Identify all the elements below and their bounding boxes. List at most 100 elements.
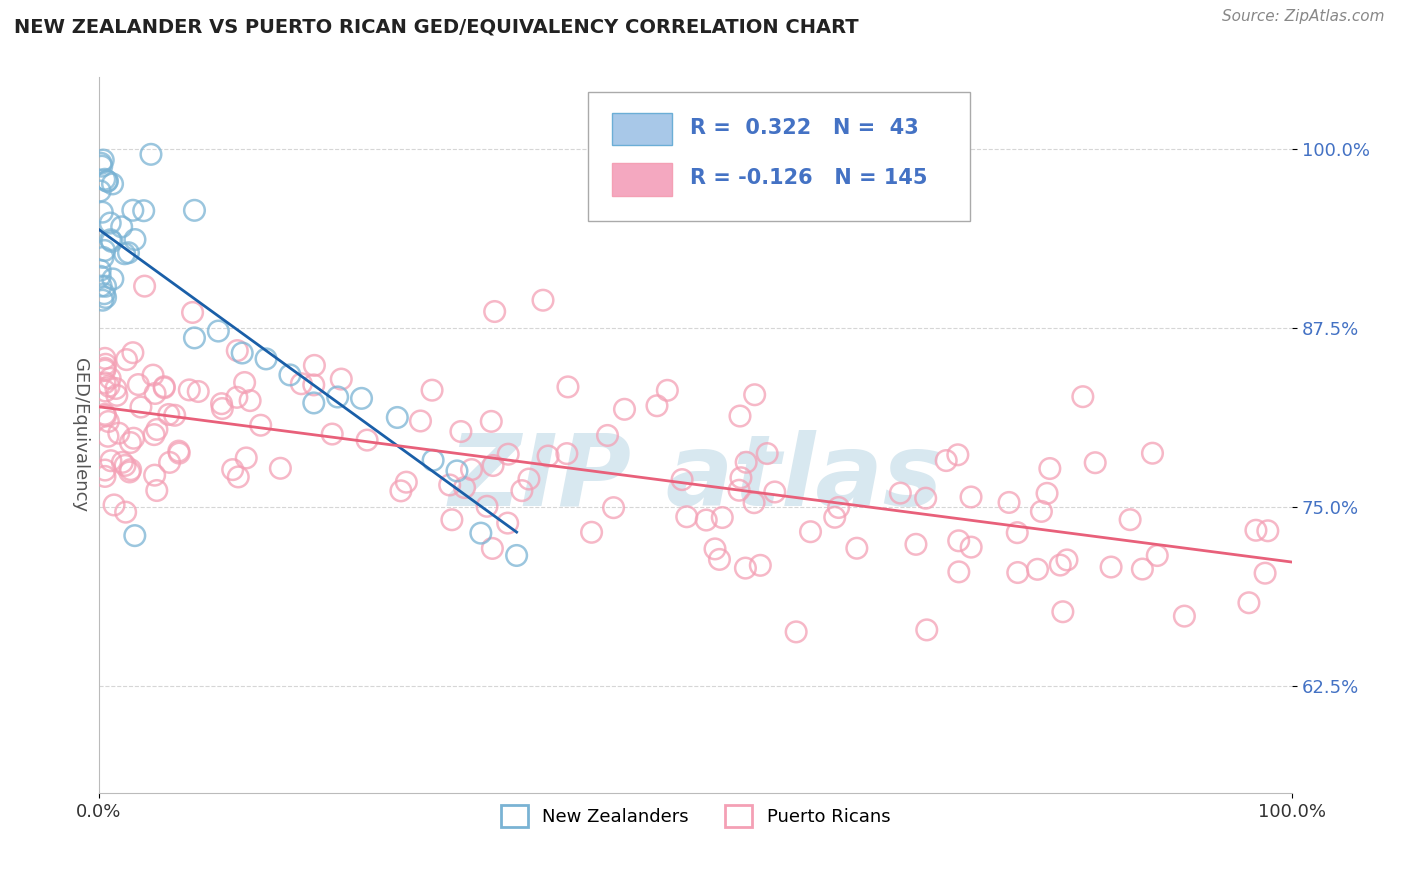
Point	[350, 392, 373, 406]
Point	[505, 549, 527, 563]
Point	[153, 380, 176, 394]
Point	[440, 513, 463, 527]
Point	[249, 418, 271, 433]
Point	[93, 286, 115, 301]
Point	[142, 368, 165, 383]
Point	[115, 352, 138, 367]
Point	[225, 390, 247, 404]
Point	[90, 156, 112, 170]
Point	[134, 279, 156, 293]
Point	[124, 233, 146, 247]
Point	[163, 409, 186, 423]
Point	[118, 465, 141, 479]
Point	[183, 203, 205, 218]
Point	[744, 388, 766, 402]
FancyBboxPatch shape	[612, 112, 672, 145]
Point	[114, 246, 136, 260]
Point	[94, 384, 117, 398]
Point	[179, 383, 201, 397]
Point	[555, 447, 578, 461]
Point	[143, 427, 166, 442]
Point	[510, 483, 533, 498]
Point	[239, 393, 262, 408]
Point	[915, 623, 938, 637]
Point	[124, 528, 146, 542]
Point	[94, 361, 117, 376]
Point	[1132, 562, 1154, 576]
Point	[645, 399, 668, 413]
Point	[482, 458, 505, 473]
Point	[157, 408, 180, 422]
Point	[1237, 596, 1260, 610]
Point	[111, 455, 134, 469]
Point	[254, 351, 277, 366]
Point	[326, 390, 349, 404]
Text: R = -0.126   N = 145: R = -0.126 N = 145	[689, 168, 927, 187]
Point	[904, 537, 927, 551]
Point	[450, 425, 472, 439]
Point	[1142, 446, 1164, 460]
Point	[889, 486, 911, 500]
FancyBboxPatch shape	[588, 92, 970, 220]
Point	[395, 475, 418, 490]
Point	[91, 251, 114, 265]
Point	[187, 384, 209, 399]
Point	[91, 205, 114, 219]
Point	[146, 483, 169, 498]
Point	[479, 414, 502, 428]
Point	[1099, 560, 1122, 574]
Point	[304, 359, 326, 373]
Point	[207, 324, 229, 338]
Point	[98, 216, 121, 230]
Point	[1119, 513, 1142, 527]
Point	[233, 376, 256, 390]
Point	[100, 235, 122, 249]
Point	[845, 541, 868, 556]
Point	[146, 422, 169, 436]
Point	[557, 380, 579, 394]
Point	[730, 471, 752, 485]
Point	[132, 203, 155, 218]
Point	[1007, 525, 1029, 540]
Point	[302, 377, 325, 392]
Point	[221, 462, 243, 476]
Point	[785, 624, 807, 639]
Point	[960, 540, 983, 554]
Point	[120, 435, 142, 450]
Point	[763, 485, 786, 500]
Point	[278, 368, 301, 382]
Point	[948, 565, 970, 579]
Point	[1007, 566, 1029, 580]
Point	[90, 279, 112, 293]
Point	[824, 510, 846, 524]
Point	[914, 491, 936, 505]
Point	[104, 382, 127, 396]
Point	[1039, 461, 1062, 475]
Point	[484, 304, 506, 318]
Point	[129, 400, 152, 414]
Point	[103, 498, 125, 512]
Point	[226, 470, 249, 484]
Point	[226, 343, 249, 358]
Point	[1254, 566, 1277, 581]
Point	[1084, 456, 1107, 470]
Point	[1244, 523, 1267, 537]
Point	[387, 410, 409, 425]
Point	[111, 219, 134, 234]
Point	[100, 233, 122, 247]
Point	[496, 447, 519, 461]
Point	[389, 483, 412, 498]
Point	[89, 184, 111, 198]
Point	[98, 379, 121, 393]
Point	[143, 386, 166, 401]
Point	[704, 541, 727, 556]
Point	[90, 159, 112, 173]
Point	[496, 516, 519, 530]
Point	[91, 153, 114, 167]
Point	[97, 415, 120, 429]
Point	[1056, 553, 1078, 567]
Point	[89, 263, 111, 277]
Point	[235, 450, 257, 465]
Point	[602, 500, 624, 515]
Point	[93, 244, 115, 258]
